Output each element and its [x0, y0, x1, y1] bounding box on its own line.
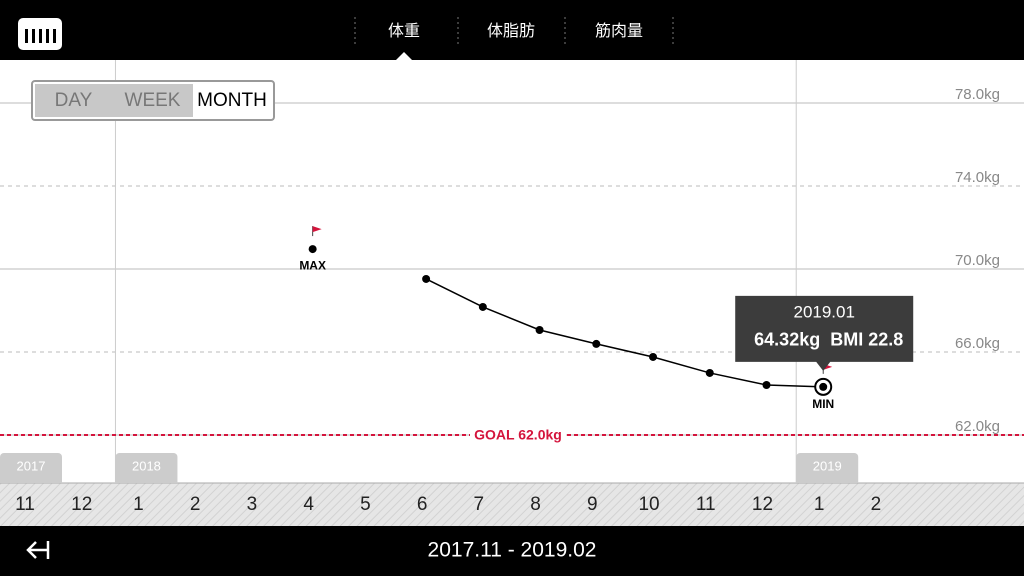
year-tab — [115, 453, 178, 483]
year-label: 2018 — [132, 458, 161, 473]
date-range: 2017.11 - 2019.02 — [428, 539, 597, 562]
tab[interactable]: 体重 — [388, 22, 420, 40]
data-point[interactable] — [649, 352, 658, 361]
chart-area — [0, 60, 1024, 483]
range-button-label[interactable]: MONTH — [197, 90, 267, 111]
tab[interactable]: 体脂肪 — [487, 22, 535, 40]
tooltip-bmi: BMI 22.8 — [830, 330, 903, 350]
data-point[interactable] — [819, 382, 828, 391]
x-tick-label: 12 — [752, 494, 773, 515]
min-label: MIN — [812, 397, 834, 411]
y-tick-label: 70.0kg — [955, 252, 1000, 269]
x-tick-label: 5 — [360, 494, 371, 515]
x-tick-label: 10 — [638, 494, 659, 515]
footer-bar — [0, 526, 1024, 576]
x-tick-label: 3 — [247, 494, 258, 515]
max-label: MAX — [299, 258, 326, 272]
back-button[interactable] — [26, 541, 50, 559]
x-tick-label: 2 — [190, 494, 201, 515]
x-tick-label: 1 — [133, 494, 144, 515]
weight-line — [425, 278, 824, 388]
x-tick-label: 12 — [71, 494, 92, 515]
range-button[interactable] — [35, 84, 112, 117]
data-point[interactable] — [478, 302, 487, 311]
year-tab — [0, 453, 62, 483]
year-label: 2019 — [813, 458, 842, 473]
goal-label: GOAL 62.0kg — [474, 427, 562, 443]
y-tick-label: 66.0kg — [955, 335, 1000, 352]
x-tick-label: 4 — [303, 494, 314, 515]
data-point[interactable] — [422, 274, 431, 283]
y-tick-label: 62.0kg — [955, 418, 1000, 435]
data-point[interactable] — [705, 368, 714, 377]
x-tick-label: 7 — [474, 494, 485, 515]
goal-label-bg — [470, 425, 566, 445]
app-logo[interactable] — [18, 18, 62, 50]
tab[interactable]: 筋肉量 — [595, 22, 643, 40]
range-button-label[interactable]: DAY — [55, 90, 93, 111]
range-button-label[interactable]: WEEK — [125, 90, 181, 111]
tab-indicator — [396, 52, 412, 60]
data-point[interactable] — [592, 339, 601, 348]
tooltip-weight: 64.32kg — [754, 330, 820, 350]
data-point[interactable] — [535, 326, 544, 335]
flag — [312, 226, 322, 233]
tooltip-date: 2019.01 — [793, 302, 854, 321]
y-tick-label: 78.0kg — [955, 86, 1000, 103]
range-button[interactable] — [193, 84, 271, 117]
x-tick-label: 9 — [587, 494, 598, 515]
year-tab — [796, 453, 859, 483]
x-tick-label: 2 — [871, 494, 882, 515]
x-tick-label: 11 — [15, 494, 35, 515]
year-label: 2017 — [17, 458, 46, 473]
x-tick-label: 8 — [530, 494, 541, 515]
x-tick-label: 11 — [696, 494, 716, 515]
x-tick-label: 1 — [814, 494, 825, 515]
x-axis-band — [0, 483, 1024, 526]
y-tick-label: 74.0kg — [955, 169, 1000, 186]
data-point[interactable] — [762, 380, 771, 389]
range-button[interactable] — [112, 84, 193, 117]
x-tick-label: 6 — [417, 494, 428, 515]
data-point[interactable] — [308, 245, 317, 254]
tooltip — [735, 295, 914, 371]
header-bar — [0, 0, 1024, 60]
